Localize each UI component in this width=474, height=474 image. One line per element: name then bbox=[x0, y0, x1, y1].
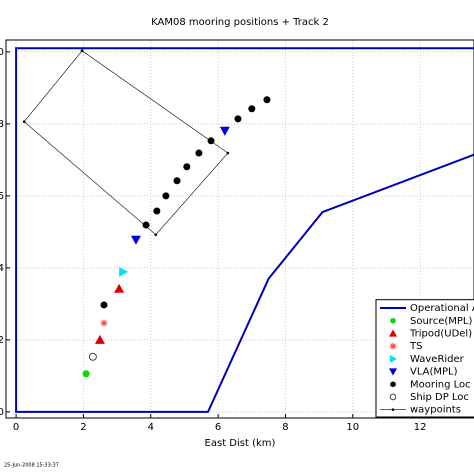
waypoint bbox=[226, 151, 230, 155]
marker bbox=[153, 207, 161, 215]
marker bbox=[82, 370, 90, 378]
waypoint bbox=[22, 120, 26, 124]
legend-swatch bbox=[391, 408, 395, 411]
marker bbox=[195, 149, 203, 157]
x-tick-label: 2 bbox=[80, 422, 86, 433]
x-axis-label: East Dist (km) bbox=[205, 438, 276, 449]
legend-label: Tripod(UDel) bbox=[409, 328, 472, 339]
legend-label: WaveRider bbox=[410, 354, 465, 365]
marker bbox=[114, 283, 125, 293]
waypoint-track bbox=[23, 50, 229, 236]
area-boundary bbox=[15, 47, 474, 413]
y-tick-label: 2 bbox=[0, 335, 4, 346]
marker bbox=[389, 393, 397, 401]
y-tick-label: 10 bbox=[0, 47, 4, 58]
x-tick-label: 0 bbox=[13, 422, 19, 433]
marker bbox=[389, 354, 397, 363]
y-tick-label: 6 bbox=[0, 191, 4, 202]
marker bbox=[88, 352, 97, 361]
waypoint bbox=[154, 233, 158, 237]
marker bbox=[389, 329, 397, 337]
marker bbox=[142, 221, 150, 229]
waypoint bbox=[80, 49, 84, 53]
marker bbox=[94, 334, 105, 344]
y-tick-label: 4 bbox=[0, 263, 4, 274]
plot-area bbox=[15, 47, 474, 413]
x-tick-label: 4 bbox=[148, 422, 154, 433]
legend-label: Source(MPL) bbox=[410, 316, 472, 327]
timestamp: 25-Jun-2008 15:33:37 bbox=[4, 463, 59, 469]
marker bbox=[390, 381, 396, 388]
marker bbox=[248, 105, 256, 113]
x-tick-label: 12 bbox=[414, 422, 427, 433]
marker bbox=[119, 266, 129, 277]
x-tick-label: 10 bbox=[346, 422, 359, 433]
y-tick-label: 0 bbox=[0, 407, 4, 418]
marker bbox=[389, 342, 397, 350]
marker bbox=[162, 192, 170, 200]
x-tick-label: 6 bbox=[215, 422, 221, 433]
chart-title: KAM08 mooring positions + Track 2 bbox=[151, 17, 329, 28]
legend-label: Operational Area bbox=[410, 303, 474, 314]
marker bbox=[130, 235, 141, 245]
legend-label: Ship DP Loc bbox=[410, 392, 469, 403]
marker bbox=[219, 126, 230, 136]
legend-label: TS bbox=[409, 341, 422, 352]
marker bbox=[390, 317, 396, 324]
legend-label: waypoints bbox=[410, 405, 461, 416]
marker bbox=[234, 115, 242, 123]
legend-label: VLA(MPL) bbox=[410, 367, 458, 378]
plot-frame bbox=[5, 39, 474, 419]
marker bbox=[183, 163, 191, 171]
marker bbox=[100, 319, 108, 327]
marker bbox=[173, 177, 181, 185]
marker bbox=[263, 96, 271, 104]
legend-label: Mooring Loc bbox=[410, 379, 471, 390]
x-tick-label: 8 bbox=[282, 422, 288, 433]
marker bbox=[100, 301, 108, 309]
marker bbox=[389, 368, 397, 376]
y-tick-label: 8 bbox=[0, 119, 4, 130]
